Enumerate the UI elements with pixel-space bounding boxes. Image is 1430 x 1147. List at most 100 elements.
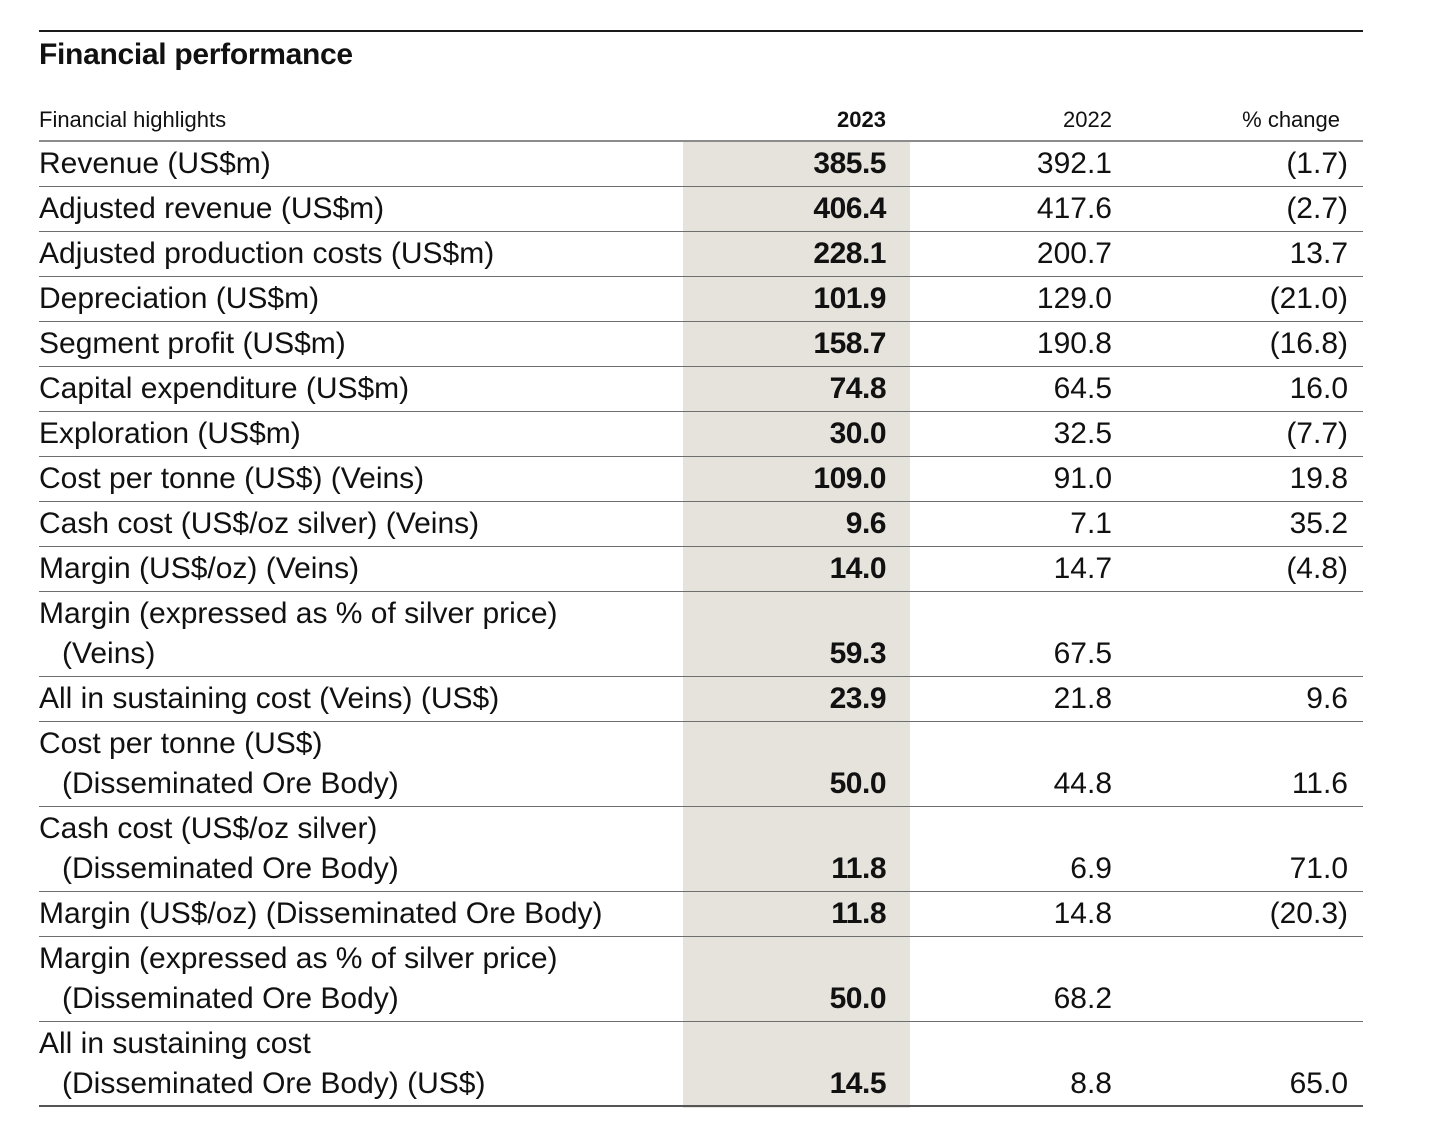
row-label-line-1: Segment profit (US$m) (39, 327, 346, 360)
table-row: Margin (US$/oz) (Veins) 14.0 14.7 (4.8) (39, 547, 1363, 592)
table-row: Margin (expressed as % of silver price) (… (39, 937, 1363, 1022)
value-2022: 68.2 (1053, 982, 1112, 1015)
value-2022: 392.1 (1036, 147, 1112, 180)
value-2023: 30.0 (829, 417, 887, 450)
value-percent-change: (20.3) (1269, 897, 1348, 930)
table-row: Cash cost (US$/oz silver) (Veins) 9.6 7.1 3… (39, 502, 1363, 547)
row-label-line-1: Revenue (US$m) (39, 147, 271, 180)
row-label-line-1: All in sustaining cost (39, 1027, 311, 1060)
table-row: Revenue (US$m) 385.5 392.1 (1.7) (39, 142, 1363, 187)
financial-highlights-table: Revenue (US$m) 385.5 392.1 (1.7) Adjusted re… (39, 142, 1363, 1107)
table-row: Cost per tonne (US$) (Disseminated Ore Bo… (39, 722, 1363, 807)
value-2022: 8.8 (1070, 1067, 1112, 1100)
value-2022: 32.5 (1053, 417, 1112, 450)
row-label-line-1: Cash cost (US$/oz silver) (39, 812, 378, 845)
value-2023: 109.0 (813, 462, 886, 495)
column-header-percent-change: % change (1242, 107, 1340, 132)
value-percent-change: 13.7 (1289, 237, 1348, 270)
value-2022: 200.7 (1036, 237, 1112, 270)
value-2023: 14.5 (829, 1067, 887, 1100)
row-label: Revenue (US$m) (39, 144, 271, 184)
value-2023: 385.5 (813, 147, 886, 180)
column-header-label: Financial highlights (39, 107, 227, 132)
value-2022: 67.5 (1053, 637, 1112, 670)
table-row: Adjusted revenue (US$m) 406.4 417.6 (2.7) (39, 187, 1363, 232)
row-label: Cost per tonne (US$) (Veins) (39, 459, 424, 499)
value-2022: 190.8 (1036, 327, 1112, 360)
row-label: Capital expenditure (US$m) (39, 369, 409, 409)
row-label-line-2: (Veins) (62, 637, 156, 670)
row-label: Margin (expressed as % of silver price) (… (39, 939, 558, 1019)
value-2023: 101.9 (813, 282, 886, 315)
row-label-line-1: Margin (expressed as % of silver price) (39, 597, 558, 630)
value-2023: 59.3 (829, 637, 887, 670)
row-label: Adjusted production costs (US$m) (39, 234, 494, 274)
value-percent-change: (16.8) (1269, 327, 1348, 360)
value-2023: 14.0 (829, 552, 887, 585)
table-row: Cost per tonne (US$) (Veins) 109.0 91.0 19.… (39, 457, 1363, 502)
table-row: Margin (US$/oz) (Disseminated Ore Body) 1… (39, 892, 1363, 937)
value-2022: 21.8 (1053, 682, 1112, 715)
row-label-line-1: All in sustaining cost (Veins) (US$) (39, 682, 500, 715)
column-header-2022: 2022 (1063, 107, 1112, 132)
table-row: Margin (expressed as % of silver price) (… (39, 592, 1363, 677)
value-percent-change: 11.6 (1291, 767, 1348, 800)
row-label-line-1: Adjusted production costs (US$m) (39, 237, 495, 270)
value-percent-change: 71.0 (1289, 852, 1348, 885)
row-label-line-1: Cost per tonne (US$) (39, 727, 323, 760)
value-2022: 417.6 (1036, 192, 1112, 225)
top-rule (39, 30, 1363, 32)
row-label-line-1: Adjusted revenue (US$m) (39, 192, 385, 225)
value-percent-change: (2.7) (1286, 192, 1348, 225)
value-2022: 44.8 (1053, 767, 1112, 800)
value-2023: 50.0 (829, 767, 887, 800)
row-label: Cash cost (US$/oz silver) (Disseminated O… (39, 809, 399, 889)
value-2023: 11.8 (831, 852, 886, 885)
row-label-line-1: Cash cost (US$/oz silver) (Veins) (39, 507, 480, 540)
row-label: Exploration (US$m) (39, 414, 301, 454)
row-label-line-1: Margin (US$/oz) (Veins) (39, 552, 360, 585)
table-row: All in sustaining cost (Veins) (US$) 23.9… (39, 677, 1363, 722)
section-title: Financial performance (39, 38, 353, 71)
table-row: Segment profit (US$m) 158.7 190.8 (16.8) (39, 322, 1363, 367)
row-label-line-1: Capital expenditure (US$m) (39, 372, 410, 405)
value-2023: 11.8 (831, 897, 886, 930)
table-row: Depreciation (US$m) 101.9 129.0 (21.0) (39, 277, 1363, 322)
value-2022: 91.0 (1053, 462, 1112, 495)
row-label: Cost per tonne (US$) (Disseminated Ore Bo… (39, 724, 399, 804)
value-2022: 64.5 (1053, 372, 1112, 405)
value-2023: 9.6 (845, 507, 887, 540)
value-2023: 228.1 (813, 237, 886, 270)
value-2022: 7.1 (1070, 507, 1112, 540)
value-2023: 74.8 (829, 372, 887, 405)
value-percent-change: 16.0 (1289, 372, 1348, 405)
row-label-line-1: Depreciation (US$m) (39, 282, 320, 315)
row-label: All in sustaining cost (Veins) (US$) (39, 679, 499, 719)
column-header-2023: 2023 (837, 107, 886, 132)
row-label-line-2: (Disseminated Ore Body) (62, 982, 399, 1015)
row-label-line-1: Margin (US$/oz) (Disseminated Ore Body) (39, 897, 603, 930)
table-row: Adjusted production costs (US$m) 228.1 200… (39, 232, 1363, 277)
row-label: All in sustaining cost (Disseminated Ore … (39, 1024, 485, 1104)
table-row: All in sustaining cost (Disseminated Ore … (39, 1022, 1363, 1107)
row-label-line-1: Margin (expressed as % of silver price) (39, 942, 558, 975)
value-percent-change: 65.0 (1289, 1067, 1348, 1100)
row-label: Segment profit (US$m) (39, 324, 346, 364)
value-percent-change: 35.2 (1289, 507, 1348, 540)
value-2022: 14.8 (1053, 897, 1112, 930)
row-label: Adjusted revenue (US$m) (39, 189, 384, 229)
row-label: Cash cost (US$/oz silver) (Veins) (39, 504, 479, 544)
table-row: Cash cost (US$/oz silver) (Disseminated O… (39, 807, 1363, 892)
value-percent-change: (21.0) (1269, 282, 1348, 315)
row-label-line-2: (Disseminated Ore Body) (US$) (62, 1067, 486, 1100)
value-2022: 6.9 (1070, 852, 1112, 885)
value-percent-change: (1.7) (1286, 147, 1348, 180)
value-2022: 129.0 (1036, 282, 1112, 315)
row-label: Margin (US$/oz) (Veins) (39, 549, 359, 589)
value-percent-change: 9.6 (1306, 682, 1348, 715)
current-year-column-shading (683, 142, 910, 1108)
row-label: Depreciation (US$m) (39, 279, 319, 319)
value-2023: 158.7 (813, 327, 886, 360)
row-label-line-2: (Disseminated Ore Body) (62, 767, 399, 800)
row-label: Margin (expressed as % of silver price) (… (39, 594, 558, 674)
